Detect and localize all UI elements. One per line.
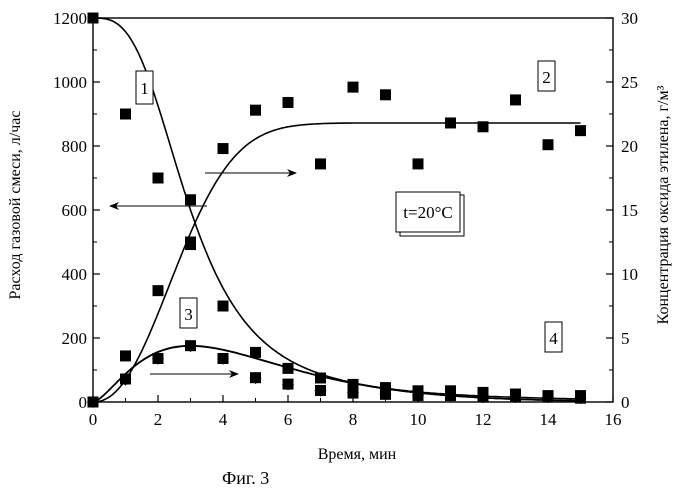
series-1-label-text: 1 <box>140 79 149 98</box>
marker-series-1 <box>315 372 326 384</box>
marker-series-4 <box>542 391 554 403</box>
marker-series-2 <box>315 158 326 170</box>
fit-curve-series-2 <box>92 122 581 403</box>
plot-frame <box>92 17 614 403</box>
marker-series-4 <box>347 387 359 399</box>
x-tick-label: 14 <box>540 410 558 429</box>
series-1-label: 1 <box>135 70 154 105</box>
condition-label: t=20°C <box>403 203 452 222</box>
marker-series-4 <box>315 384 326 396</box>
y-left-tick-label: 1200 <box>53 9 87 28</box>
marker-series-4 <box>575 392 586 404</box>
plot-area: 0 2 4 6 8 10 12 14 16020040060080010001200051015… <box>53 9 638 429</box>
marker-series-4 <box>87 396 99 408</box>
y-left-tick-label: 800 <box>62 137 88 156</box>
marker-series-2 <box>380 89 391 101</box>
condition-box: t=20°C <box>395 191 465 237</box>
x-tick-label: 2 <box>154 410 163 429</box>
axis-title-x: Время, мин <box>318 446 397 463</box>
axis-title-y-right: Концентрация оксида этилена, г/м³ <box>655 85 672 324</box>
marker-series-4 <box>412 390 424 402</box>
fit-curve-series-1 <box>93 17 581 400</box>
marker-series-2 <box>185 239 196 251</box>
marker-series-4 <box>380 388 391 400</box>
marker-series-1 <box>217 300 229 312</box>
marker-series-1 <box>120 108 131 120</box>
y-right-tick-label: 25 <box>621 73 638 92</box>
marker-series-2 <box>347 81 359 93</box>
y-left-tick-label: 0 <box>79 393 88 412</box>
y-right-tick-label: 15 <box>621 201 638 220</box>
figure-caption: Фиг. 3 <box>222 468 270 488</box>
annotations: Время, мин Расход газовой смеси, л/час К… <box>7 60 672 463</box>
x-tick-label: 16 <box>605 410 622 429</box>
marker-series-2 <box>477 121 489 133</box>
data-points <box>87 12 587 408</box>
marker-series-1 <box>282 362 294 374</box>
marker-series-2 <box>120 350 131 362</box>
axis-title-y-left: Расход газовой смеси, л/час <box>7 111 24 300</box>
x-tick-label: 8 <box>349 410 358 429</box>
marker-series-2 <box>542 139 554 151</box>
marker-series-4 <box>282 378 294 390</box>
marker-series-2 <box>217 143 229 155</box>
series-3-label: 3 <box>179 297 198 329</box>
series-2-label: 2 <box>537 60 556 92</box>
y-right-tick-label: 0 <box>621 393 630 412</box>
marker-series-4 <box>445 390 456 402</box>
fit-curve-series-4 <box>92 344 581 403</box>
fit-curves <box>92 17 581 403</box>
marker-series-2 <box>510 94 521 106</box>
series-2-label-text: 2 <box>542 68 551 87</box>
marker-series-1 <box>152 172 164 184</box>
marker-series-2 <box>152 285 164 297</box>
marker-series-2 <box>575 125 586 137</box>
series-4-label: 4 <box>544 321 563 353</box>
marker-series-2 <box>282 96 294 108</box>
marker-series-4 <box>510 391 521 403</box>
marker-series-2 <box>412 158 424 170</box>
marker-series-4 <box>120 373 131 385</box>
x-tick-label: 6 <box>284 410 293 429</box>
y-left-tick-label: 200 <box>62 329 88 348</box>
x-tick-label: 0 <box>89 410 98 429</box>
marker-series-1 <box>347 378 359 390</box>
y-left-tick-label: 1000 <box>53 73 87 92</box>
y-right-tick-label: 30 <box>621 9 638 28</box>
marker-series-2 <box>185 194 196 206</box>
y-right-tick-label: 10 <box>621 265 638 284</box>
marker-series-4 <box>185 340 196 352</box>
x-tick-label: 12 <box>475 410 492 429</box>
y-right-tick-label: 5 <box>621 329 630 348</box>
marker-series-2 <box>250 104 261 116</box>
series-4-label-text: 4 <box>549 329 558 348</box>
y-left-tick-label: 400 <box>62 265 88 284</box>
y-right-tick-label: 20 <box>621 137 638 156</box>
marker-series-1 <box>380 382 391 394</box>
marker-series-2 <box>445 117 456 129</box>
marker-series-4 <box>217 352 229 364</box>
x-tick-label: 4 <box>219 410 228 429</box>
x-tick-label: 10 <box>410 410 427 429</box>
marker-series-1 <box>250 346 261 358</box>
y-left-tick-label: 600 <box>62 201 88 220</box>
chart: 0 2 4 6 8 10 12 14 16020040060080010001200051015… <box>7 9 672 463</box>
marker-series-1 <box>87 12 99 24</box>
marker-series-4 <box>250 372 261 384</box>
marker-series-4 <box>477 391 489 403</box>
marker-series-4 <box>152 352 164 364</box>
series-3-label-text: 3 <box>184 305 193 324</box>
